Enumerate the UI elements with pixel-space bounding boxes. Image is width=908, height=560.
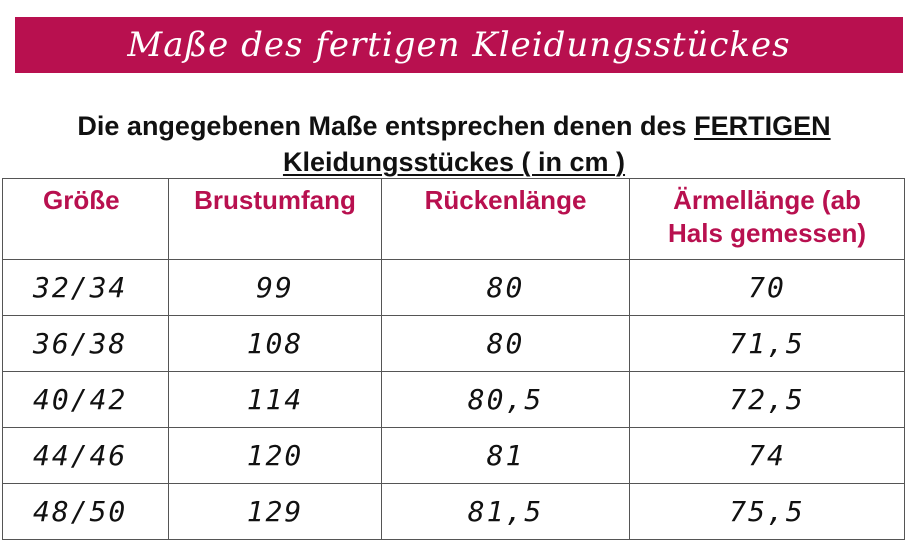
header-sleeve-line1: Ärmellänge (ab <box>673 185 861 215</box>
header-sleeve-length: Ärmellänge (ab Hals gemessen) <box>629 178 905 260</box>
intro-line1-emphasis: FERTIGEN <box>694 111 831 141</box>
header-sleeve-line2: Hals gemessen) <box>668 218 866 248</box>
cell-chest: 99 <box>168 259 382 316</box>
size-table: Größe Brustumfang Rückenlänge Ärmellänge… <box>2 178 905 540</box>
cell-size: 36/38 <box>2 315 169 372</box>
cell-sleeve-length: 70 <box>629 259 905 316</box>
cell-size: 44/46 <box>2 427 169 484</box>
table-row: 32/34 99 80 70 <box>2 259 905 316</box>
cell-sleeve-length: 75,5 <box>629 483 905 540</box>
cell-sleeve-length: 72,5 <box>629 371 905 428</box>
cell-back-length: 80,5 <box>381 371 630 428</box>
title-banner: Maße des fertigen Kleidungsstückes <box>15 17 903 73</box>
table-row: 40/42 114 80,5 72,5 <box>2 371 905 428</box>
cell-size: 40/42 <box>2 371 169 428</box>
cell-size: 32/34 <box>2 259 169 316</box>
banner-title: Maße des fertigen Kleidungsstückes <box>127 25 791 65</box>
cell-chest: 129 <box>168 483 382 540</box>
cell-back-length: 80 <box>381 259 630 316</box>
header-size: Größe <box>2 178 169 260</box>
cell-back-length: 81 <box>381 427 630 484</box>
cell-sleeve-length: 71,5 <box>629 315 905 372</box>
cell-chest: 108 <box>168 315 382 372</box>
header-back-length: Rückenlänge <box>381 178 630 260</box>
cell-size: 48/50 <box>2 483 169 540</box>
table-row: 36/38 108 80 71,5 <box>2 315 905 372</box>
table-row: 48/50 129 81,5 75,5 <box>2 483 905 540</box>
cell-chest: 114 <box>168 371 382 428</box>
intro-line2: Kleidungsstückes ( in cm ) <box>282 147 626 177</box>
table-row: 44/46 120 81 74 <box>2 427 905 484</box>
cell-back-length: 80 <box>381 315 630 372</box>
cell-sleeve-length: 74 <box>629 427 905 484</box>
intro-line1-prefix: Die angegebenen Maße entsprechen denen d… <box>77 111 695 141</box>
intro-text: Die angegebenen Maße entsprechen denen d… <box>0 108 908 180</box>
cell-chest: 120 <box>168 427 382 484</box>
header-chest: Brustumfang <box>168 178 382 260</box>
cell-back-length: 81,5 <box>381 483 630 540</box>
table-header-row: Größe Brustumfang Rückenlänge Ärmellänge… <box>2 178 905 260</box>
